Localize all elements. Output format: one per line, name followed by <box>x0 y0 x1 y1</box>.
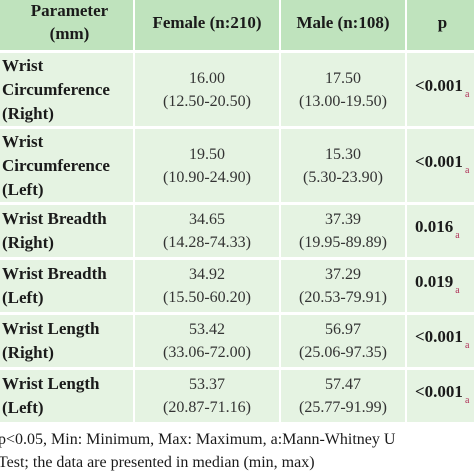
female-median: 34.92 <box>189 266 225 283</box>
female-range: (10.90-24.90) <box>163 168 251 186</box>
parameter-line2: Circumference <box>2 155 110 175</box>
p-value: <0.001 a <box>405 313 474 370</box>
row-parameter: Wrist Circumference (Left) <box>0 127 134 205</box>
female-value: 19.50 (10.90-24.90) <box>133 127 280 205</box>
footnote-line2: Test; the data are presented in median (… <box>0 454 315 471</box>
p-marker: a <box>455 285 460 296</box>
female-value: 34.92 (15.50-60.20) <box>133 258 280 315</box>
female-range: (20.87-71.16) <box>163 399 251 416</box>
female-median: 53.42 <box>189 321 225 338</box>
table-row: Wrist Circumference (Left) 19.50 (10.90-… <box>0 127 474 205</box>
p-marker: a <box>464 395 470 406</box>
male-value: 17.50 (13.00-19.50) <box>279 51 406 129</box>
p-number: <0.001 <box>415 382 463 401</box>
male-median: 57.47 <box>325 376 361 393</box>
male-range: (13.00-19.50) <box>299 92 387 110</box>
parameter-line1: Wrist <box>2 55 44 75</box>
male-range: (5.30-23.90) <box>303 168 383 186</box>
male-median: 56.97 <box>325 321 361 338</box>
footnote-line1: p<0.05, Min: Minimum, Max: Maximum, a:Ma… <box>0 431 396 448</box>
p-number: <0.001 <box>415 327 463 346</box>
p-value: <0.001 a <box>405 368 474 425</box>
row-parameter: Wrist Breadth (Left) <box>0 258 134 315</box>
p-value: <0.001 a <box>405 127 474 205</box>
table-row: Wrist Length (Right) 53.42 (33.06-72.00)… <box>0 313 474 370</box>
female-range: (15.50-60.20) <box>163 289 251 306</box>
wrist-measurements-table: Parameter (mm) Female (n:210) Male (n:10… <box>0 0 474 425</box>
p-marker: a <box>464 164 470 176</box>
male-value: 37.39 (19.95-89.89) <box>279 203 406 260</box>
parameter-line1: Wrist <box>2 131 44 151</box>
parameter-line1: Wrist Breadth <box>2 209 107 228</box>
parameter-line1: Wrist Length <box>2 319 100 338</box>
table-header-row: Parameter (mm) Female (n:210) Male (n:10… <box>0 0 474 53</box>
female-range: (14.28-74.33) <box>163 234 251 251</box>
table-row: Wrist Breadth (Right) 34.65 (14.28-74.33… <box>0 203 474 260</box>
row-parameter: Wrist Length (Left) <box>0 368 134 425</box>
parameter-line2: (Left) <box>2 288 44 307</box>
parameter-line1: Wrist Breadth <box>2 264 107 283</box>
parameter-line1: Wrist Length <box>2 374 100 393</box>
row-parameter: Wrist Length (Right) <box>0 313 134 370</box>
male-range: (20.53-79.91) <box>299 289 387 306</box>
parameter-line2: (Left) <box>2 398 44 417</box>
female-value: 34.65 (14.28-74.33) <box>133 203 280 260</box>
header-p: p <box>405 0 474 53</box>
table-row: Wrist Length (Left) 53.37 (20.87-71.16) … <box>0 368 474 425</box>
female-range: (12.50-20.50) <box>163 92 251 110</box>
header-parameter: Parameter (mm) <box>0 0 134 53</box>
female-median: 53.37 <box>189 376 225 393</box>
p-number: <0.001 <box>415 75 463 95</box>
female-median: 34.65 <box>189 211 225 228</box>
female-value: 16.00 (12.50-20.50) <box>133 51 280 129</box>
male-range: (19.95-89.89) <box>299 234 387 251</box>
p-value: 0.016 a <box>405 203 474 260</box>
male-value: 56.97 (25.06-97.35) <box>279 313 406 370</box>
male-median: 17.50 <box>325 69 361 87</box>
parameter-line2: Circumference <box>2 79 110 99</box>
parameter-line2: (Right) <box>2 233 54 252</box>
female-median: 19.50 <box>189 145 225 163</box>
male-range: (25.77-91.99) <box>299 399 387 416</box>
female-range: (33.06-72.00) <box>163 344 251 361</box>
p-marker: a <box>464 88 470 100</box>
p-value: <0.001 a <box>405 51 474 129</box>
table-footnote: p<0.05, Min: Minimum, Max: Maximum, a:Ma… <box>0 428 474 474</box>
p-marker: a <box>464 340 470 351</box>
header-male: Male (n:108) <box>279 0 406 53</box>
parameter-line3: (Left) <box>2 179 44 199</box>
p-value: 0.019 a <box>405 258 474 315</box>
header-female: Female (n:210) <box>133 0 280 53</box>
female-value: 53.37 (20.87-71.16) <box>133 368 280 425</box>
male-value: 57.47 (25.77-91.99) <box>279 368 406 425</box>
table-row: Wrist Circumference (Right) 16.00 (12.50… <box>0 51 474 129</box>
p-number: 0.016 <box>415 217 454 236</box>
female-value: 53.42 (33.06-72.00) <box>133 313 280 370</box>
p-number: <0.001 <box>415 151 463 171</box>
header-parameter-line2: (mm) <box>49 24 90 43</box>
row-parameter: Wrist Breadth (Right) <box>0 203 134 260</box>
table-row: Wrist Breadth (Left) 34.92 (15.50-60.20)… <box>0 258 474 315</box>
p-marker: a <box>455 230 460 241</box>
p-number: 0.019 <box>415 272 454 291</box>
male-value: 37.29 (20.53-79.91) <box>279 258 406 315</box>
male-range: (25.06-97.35) <box>299 344 387 361</box>
male-median: 37.39 <box>325 211 361 228</box>
male-median: 37.29 <box>325 266 361 283</box>
parameter-line3: (Right) <box>2 103 54 123</box>
male-value: 15.30 (5.30-23.90) <box>279 127 406 205</box>
row-parameter: Wrist Circumference (Right) <box>0 51 134 129</box>
male-median: 15.30 <box>325 145 361 163</box>
female-median: 16.00 <box>189 69 225 87</box>
header-parameter-line1: Parameter <box>30 1 109 20</box>
parameter-line2: (Right) <box>2 343 54 362</box>
